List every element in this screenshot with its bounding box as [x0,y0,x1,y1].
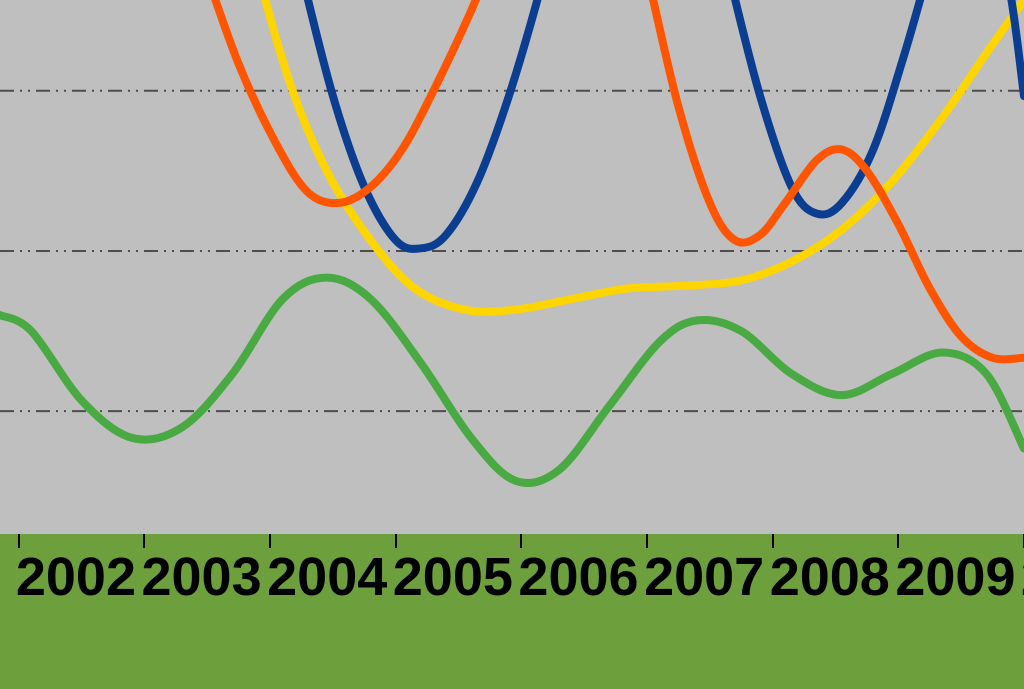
plot-area [0,0,1024,534]
x-tick-label: 2008 [770,546,890,608]
x-axis-band: 200220032004200520062007200820092 [0,534,1024,689]
x-tick-label: 2003 [141,546,261,608]
x-tick-label: 2007 [644,546,764,608]
series-blue [270,0,1024,249]
line-chart: 200220032004200520062007200820092 [0,0,1024,689]
x-tick-label: 2002 [16,546,136,608]
x-tick-label: 2005 [393,546,513,608]
x-tick-label: 2006 [518,546,638,608]
x-tick-label: 2009 [895,546,1015,608]
x-tick-label: 2004 [267,546,387,608]
series-yellow [214,0,1024,312]
